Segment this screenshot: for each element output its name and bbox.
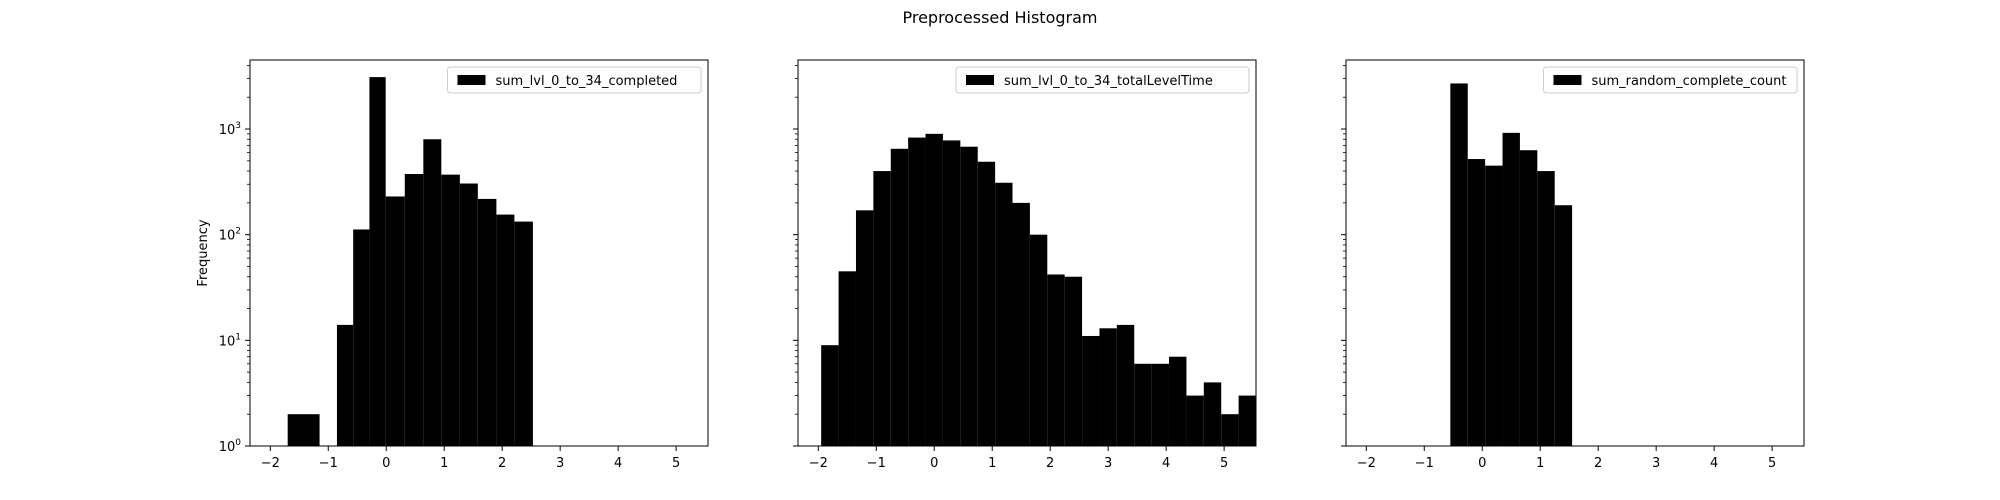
histogram-bar bbox=[1116, 324, 1135, 446]
histogram-bar bbox=[477, 198, 497, 446]
y-tick-label: 100 bbox=[219, 438, 242, 455]
x-tick-label: −1 bbox=[867, 456, 886, 471]
histogram-bar bbox=[1450, 83, 1468, 446]
x-tick-label: 3 bbox=[1652, 456, 1660, 471]
x-tick-label: 2 bbox=[498, 456, 506, 471]
x-tick-label: 5 bbox=[1220, 456, 1228, 471]
x-tick-label: 2 bbox=[1046, 456, 1054, 471]
histogram-bar bbox=[1554, 205, 1573, 446]
axes-frame bbox=[1345, 59, 1805, 447]
histogram-panels: −2 −1 0 1 2 3 4 5100101102103Frequencysum_lvl_0… bbox=[196, 59, 1805, 471]
x-tick-label: −2 bbox=[261, 456, 280, 471]
histogram-bar bbox=[855, 210, 874, 446]
histogram-bar bbox=[995, 182, 1013, 446]
histogram-bar bbox=[496, 214, 515, 446]
figure-title: Preprocessed Histogram bbox=[902, 8, 1097, 27]
histogram-bar bbox=[1134, 363, 1152, 446]
histogram-bar bbox=[423, 139, 442, 446]
histogram-bar bbox=[942, 140, 961, 447]
x-tick-label: −1 bbox=[1415, 456, 1434, 471]
legend-box bbox=[955, 66, 1250, 94]
y-tick-label: 101 bbox=[219, 332, 241, 349]
histogram-bar bbox=[977, 161, 996, 446]
histogram-bar bbox=[1064, 276, 1083, 446]
legend-swatch bbox=[457, 75, 486, 85]
histogram-bar bbox=[838, 271, 856, 446]
histogram-panel-2: −2 −1 0 1 2 3 4 5 sum_lvl_0_to_34_totalLevelTime bbox=[793, 59, 1257, 471]
histogram-bar bbox=[1203, 382, 1222, 446]
histogram-panel-1: −2 −1 0 1 2 3 4 5 100 101 102 103 Frequency sum_lvl_0… bbox=[196, 59, 709, 471]
x-tick-label: −1 bbox=[319, 456, 338, 471]
legend-label: sum_lvl_0_to_34_completed bbox=[496, 74, 678, 89]
histogram-bar bbox=[1029, 234, 1048, 446]
x-tick-label: 0 bbox=[930, 456, 938, 471]
legend-label: sum_random_complete_count bbox=[1592, 74, 1787, 89]
y-tick-label: 102 bbox=[219, 227, 241, 244]
histogram-panel-3: −2 −1 0 1 2 3 4 5 sum_random_complete_count bbox=[1341, 59, 1805, 471]
histogram-bar bbox=[385, 196, 405, 446]
histogram-bar bbox=[908, 137, 926, 446]
histogram-bar bbox=[1238, 395, 1256, 446]
x-tick-label: −2 bbox=[1357, 456, 1376, 471]
x-tick-label: 5 bbox=[672, 456, 680, 471]
histogram-bar bbox=[1467, 159, 1486, 446]
histogram-bar bbox=[1099, 328, 1117, 446]
histogram-bar bbox=[1537, 171, 1555, 446]
x-tick-label: 1 bbox=[440, 456, 448, 471]
histogram-bar bbox=[1485, 165, 1503, 446]
x-tick-label: 4 bbox=[1710, 456, 1718, 471]
y-tick-label: 103 bbox=[219, 121, 241, 138]
histogram-bar bbox=[514, 221, 533, 446]
histogram-bar bbox=[1502, 132, 1520, 446]
histogram-bar bbox=[1082, 335, 1100, 446]
y-axis-label: Frequency bbox=[196, 219, 211, 286]
x-tick-label: 3 bbox=[556, 456, 564, 471]
histogram-bar bbox=[1012, 202, 1030, 446]
histogram-bar bbox=[336, 324, 354, 446]
x-tick-label: 1 bbox=[1536, 456, 1544, 471]
x-tick-label: 2 bbox=[1594, 456, 1602, 471]
histogram-bar bbox=[925, 133, 943, 446]
histogram-bar bbox=[404, 174, 424, 446]
x-tick-label: −2 bbox=[809, 456, 828, 471]
histogram-bar bbox=[459, 183, 478, 446]
histogram-bar bbox=[1169, 356, 1187, 446]
legend-swatch bbox=[1553, 75, 1582, 85]
histogram-bar bbox=[1519, 150, 1538, 446]
histogram-bar bbox=[1221, 414, 1239, 446]
histogram-bar bbox=[287, 414, 320, 446]
x-tick-label: 0 bbox=[382, 456, 390, 471]
axes-frame bbox=[249, 59, 709, 447]
histogram-bar bbox=[1186, 395, 1204, 446]
x-tick-label: 4 bbox=[1162, 456, 1170, 471]
legend-box bbox=[1543, 66, 1798, 94]
histogram-bar bbox=[353, 229, 370, 446]
histogram-bar bbox=[1047, 274, 1065, 446]
legend-label: sum_lvl_0_to_34_totalLevelTime bbox=[1004, 74, 1213, 89]
histogram-bar bbox=[441, 174, 460, 446]
histogram-bar bbox=[1151, 363, 1170, 446]
x-tick-label: 1 bbox=[988, 456, 996, 471]
histogram-bar bbox=[369, 77, 386, 446]
histogram-bar bbox=[890, 148, 909, 447]
x-tick-label: 3 bbox=[1104, 456, 1112, 471]
x-tick-label: 4 bbox=[614, 456, 622, 471]
legend-swatch bbox=[966, 75, 994, 85]
legend-box bbox=[447, 66, 702, 94]
x-tick-label: 0 bbox=[1478, 456, 1486, 471]
x-tick-label: 5 bbox=[1768, 456, 1776, 471]
histogram-bar bbox=[960, 146, 978, 446]
axes-frame bbox=[797, 59, 1257, 447]
histogram-bar bbox=[873, 171, 891, 446]
histogram-bar bbox=[821, 345, 839, 446]
